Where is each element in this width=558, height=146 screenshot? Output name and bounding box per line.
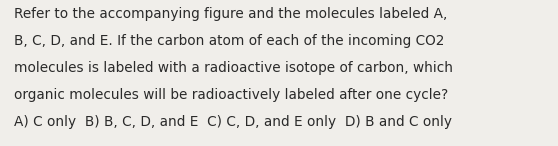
Text: molecules is labeled with a radioactive isotope of carbon, which: molecules is labeled with a radioactive … xyxy=(14,61,453,75)
Text: A) C only  B) B, C, D, and E  C) C, D, and E only  D) B and C only: A) C only B) B, C, D, and E C) C, D, and… xyxy=(14,115,452,129)
Text: B, C, D, and E. If the carbon atom of each of the incoming CO2: B, C, D, and E. If the carbon atom of ea… xyxy=(14,34,444,48)
Text: organic molecules will be radioactively labeled after one cycle?: organic molecules will be radioactively … xyxy=(14,88,448,102)
Text: Refer to the accompanying figure and the molecules labeled A,: Refer to the accompanying figure and the… xyxy=(14,7,448,21)
